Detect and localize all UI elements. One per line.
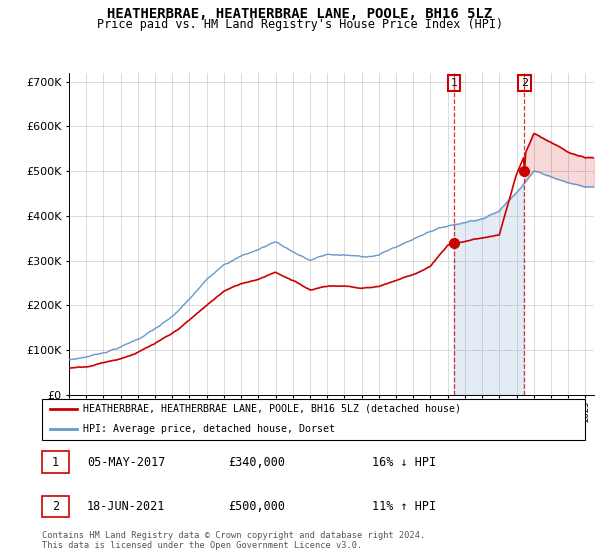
FancyBboxPatch shape xyxy=(42,399,585,440)
Text: HEATHERBRAE, HEATHERBRAE LANE, POOLE, BH16 5LZ: HEATHERBRAE, HEATHERBRAE LANE, POOLE, BH… xyxy=(107,7,493,21)
Text: Contains HM Land Registry data © Crown copyright and database right 2024.
This d: Contains HM Land Registry data © Crown c… xyxy=(42,530,425,550)
Text: 2: 2 xyxy=(521,78,528,88)
Text: HPI: Average price, detached house, Dorset: HPI: Average price, detached house, Dors… xyxy=(83,424,335,435)
Text: £500,000: £500,000 xyxy=(228,500,285,514)
Text: 11% ↑ HPI: 11% ↑ HPI xyxy=(372,500,436,514)
FancyBboxPatch shape xyxy=(42,451,69,473)
Text: 05-MAY-2017: 05-MAY-2017 xyxy=(87,455,166,469)
FancyBboxPatch shape xyxy=(42,496,69,517)
Text: 1: 1 xyxy=(52,455,59,469)
Text: 2: 2 xyxy=(52,500,59,514)
Text: 16% ↓ HPI: 16% ↓ HPI xyxy=(372,455,436,469)
Text: Price paid vs. HM Land Registry's House Price Index (HPI): Price paid vs. HM Land Registry's House … xyxy=(97,18,503,31)
Text: 1: 1 xyxy=(451,78,458,88)
Text: HEATHERBRAE, HEATHERBRAE LANE, POOLE, BH16 5LZ (detached house): HEATHERBRAE, HEATHERBRAE LANE, POOLE, BH… xyxy=(83,404,461,414)
Text: 18-JUN-2021: 18-JUN-2021 xyxy=(87,500,166,514)
Text: £340,000: £340,000 xyxy=(228,455,285,469)
